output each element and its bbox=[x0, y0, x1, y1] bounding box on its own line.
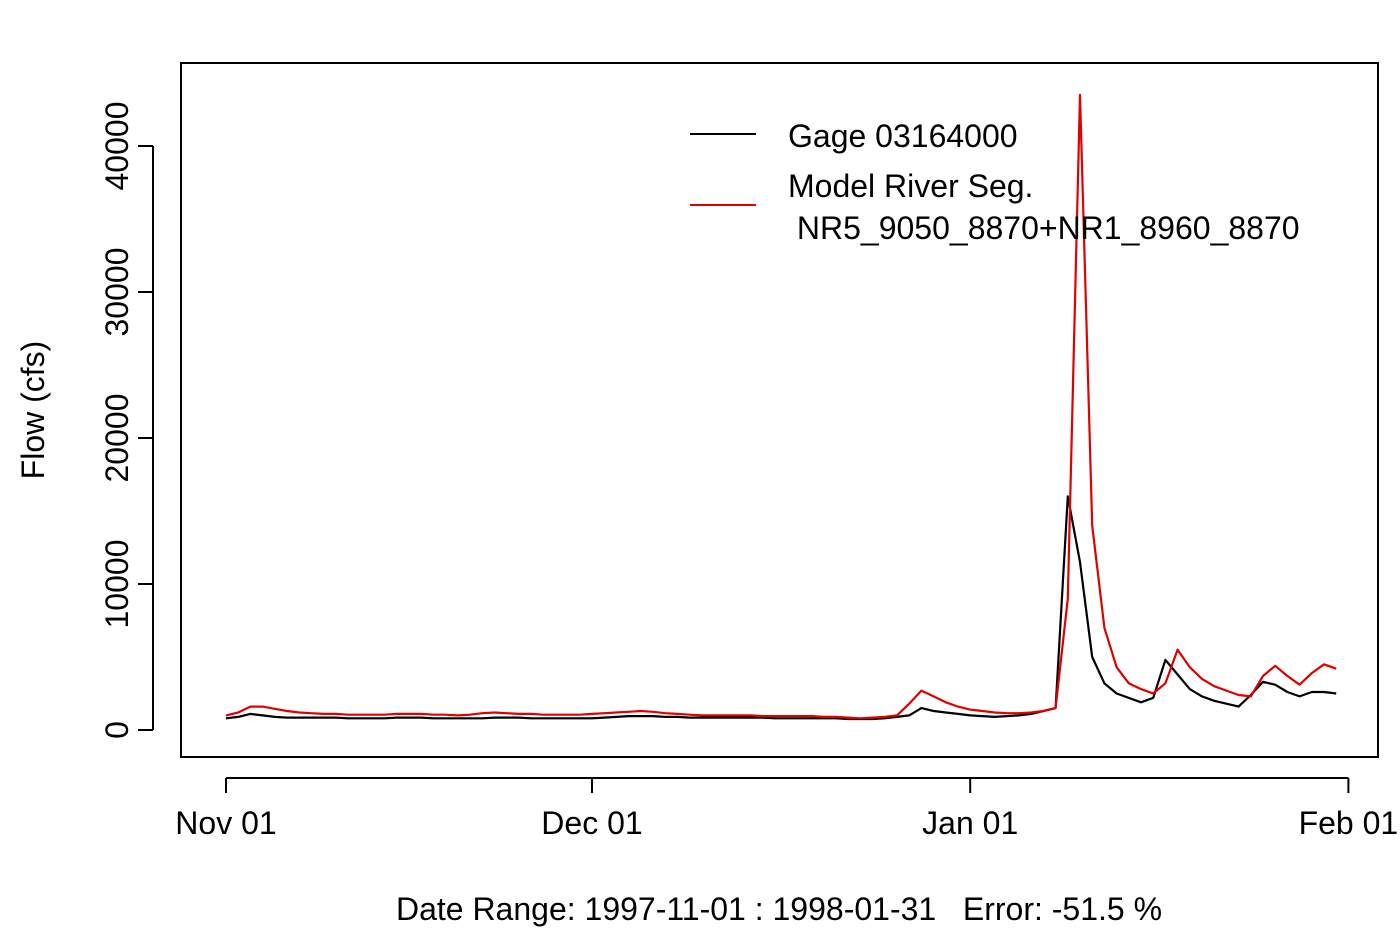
x-tick-label: Feb 01 bbox=[1299, 805, 1399, 841]
y-tick-label: 0 bbox=[99, 721, 135, 739]
series-line-model bbox=[225, 93, 1337, 720]
series-layer bbox=[225, 93, 1337, 721]
x-tick-label: Dec 01 bbox=[541, 805, 642, 841]
y-tick-label: 40000 bbox=[99, 102, 135, 191]
y-tick-label: 20000 bbox=[99, 394, 135, 483]
plot-frame bbox=[180, 62, 1379, 758]
legend-label-gage: Gage 03164000 bbox=[788, 118, 1018, 154]
y-axis-title: Flow (cfs) bbox=[15, 341, 51, 480]
y-tick-label: 30000 bbox=[99, 248, 135, 337]
legend: Gage 03164000 Model River Seg. NR5_9050_… bbox=[690, 118, 1300, 246]
legend-label-model-line1: Model River Seg. bbox=[788, 168, 1033, 204]
x-tick-label: Jan 01 bbox=[922, 805, 1018, 841]
y-axis: 0 10000 20000 30000 40000 bbox=[99, 102, 154, 739]
x-axis: Nov 01 Dec 01 Jan 01 Feb 01 bbox=[175, 777, 1399, 841]
legend-label-model: Model River Seg. NR5_9050_8870+NR1_8960_… bbox=[788, 168, 1300, 246]
x-tick-label: Nov 01 bbox=[175, 805, 276, 841]
legend-label-model-line2: NR5_9050_8870+NR1_8960_8870 bbox=[788, 210, 1300, 246]
y-tick-label: 10000 bbox=[99, 540, 135, 629]
series-line-gage bbox=[225, 495, 1337, 721]
x-axis-title: Date Range: 1997-11-01 : 1998-01-31 Erro… bbox=[396, 891, 1162, 927]
